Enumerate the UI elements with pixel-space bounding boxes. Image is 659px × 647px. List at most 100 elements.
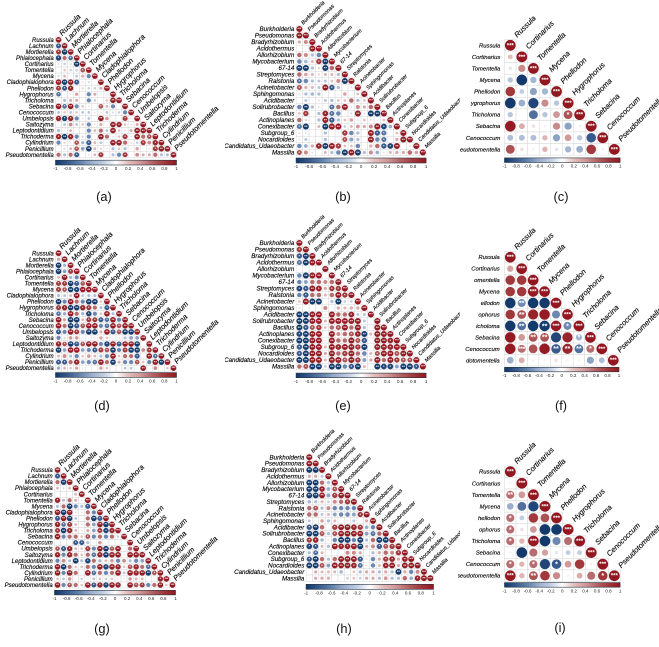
svg-text:***: *** xyxy=(117,98,121,102)
svg-text:***: *** xyxy=(397,544,402,548)
svg-text:0: 0 xyxy=(115,379,118,384)
svg-text:***: *** xyxy=(98,510,102,514)
svg-text:Saitozyma: Saitozyma xyxy=(26,123,55,129)
svg-text:*: * xyxy=(305,364,307,369)
svg-text:**: ** xyxy=(87,330,90,334)
svg-text:**: ** xyxy=(343,325,347,330)
svg-text:*: * xyxy=(94,318,96,322)
svg-text:***: *** xyxy=(365,513,370,517)
svg-text:**: ** xyxy=(314,556,318,561)
svg-text:**: ** xyxy=(324,59,328,64)
svg-text:Tomentella: Tomentella xyxy=(25,68,55,74)
svg-text:**: ** xyxy=(298,357,302,362)
svg-text:-0.4: -0.4 xyxy=(87,596,95,601)
svg-text:***: *** xyxy=(63,257,67,261)
svg-text:*: * xyxy=(76,324,78,328)
svg-text:*: * xyxy=(94,348,96,352)
svg-text:**: ** xyxy=(304,331,308,336)
svg-text:**: ** xyxy=(337,124,341,129)
svg-text:**: ** xyxy=(340,537,344,542)
svg-text:*: * xyxy=(155,141,157,145)
svg-text:Tricholoma: Tricholoma xyxy=(23,529,53,535)
svg-text:**: ** xyxy=(160,360,163,364)
svg-text:***: *** xyxy=(599,562,607,568)
svg-text:**: ** xyxy=(111,583,114,587)
svg-text:**: ** xyxy=(391,563,395,568)
svg-text:**: ** xyxy=(75,62,78,66)
svg-text:Cenococcum: Cenococcum xyxy=(466,562,500,568)
svg-text:*: * xyxy=(124,348,126,352)
svg-text:*: * xyxy=(118,324,120,328)
svg-text:***: *** xyxy=(369,313,374,317)
svg-text:*: * xyxy=(58,288,60,292)
svg-text:**: ** xyxy=(69,105,72,109)
svg-text:Actinoplanes: Actinoplanes xyxy=(268,543,304,550)
svg-text:Cortinarius: Cortinarius xyxy=(471,267,500,273)
svg-text:*: * xyxy=(589,345,592,353)
svg-text:*: * xyxy=(58,56,60,60)
svg-text:*: * xyxy=(58,44,60,48)
svg-text:seudotomentella: seudotomentella xyxy=(457,574,501,580)
svg-text:0.8: 0.8 xyxy=(160,596,167,601)
svg-text:**: ** xyxy=(304,351,308,356)
svg-text:0.4: 0.4 xyxy=(137,166,144,171)
svg-text:0.2: 0.2 xyxy=(124,596,131,601)
svg-text:*: * xyxy=(299,85,301,90)
svg-text:*: * xyxy=(93,583,95,587)
svg-text:Cortinarius: Cortinarius xyxy=(472,481,501,487)
svg-text:**: ** xyxy=(346,525,350,530)
svg-text:*: * xyxy=(76,342,78,346)
svg-text:*: * xyxy=(390,344,392,349)
svg-text:**: ** xyxy=(304,357,308,362)
svg-text:*: * xyxy=(70,56,72,60)
svg-text:Russula: Russula xyxy=(479,43,501,49)
svg-text:Bradyrhizobium: Bradyrhizobium xyxy=(251,39,294,46)
svg-text:**: ** xyxy=(117,571,120,575)
svg-text:**: ** xyxy=(356,150,360,155)
svg-text:***: *** xyxy=(69,263,73,267)
svg-text:***: *** xyxy=(129,324,133,328)
svg-text:**: ** xyxy=(343,150,347,155)
svg-text:Mycobacterium: Mycobacterium xyxy=(252,273,294,280)
svg-text:**: ** xyxy=(62,517,65,521)
svg-text:**: ** xyxy=(57,105,60,109)
svg-text:**: ** xyxy=(382,344,386,349)
svg-text:Hygrophorus: Hygrophorus xyxy=(18,523,52,529)
svg-text:Acinetobacter: Acinetobacter xyxy=(255,85,295,92)
svg-text:***: *** xyxy=(166,147,170,151)
svg-text:**: ** xyxy=(340,493,344,498)
svg-text:**: ** xyxy=(68,571,71,575)
svg-text:Russula: Russula xyxy=(32,38,54,44)
svg-text:**: ** xyxy=(75,318,78,322)
svg-text:omentella: omentella xyxy=(474,278,500,284)
svg-text:Mortierella: Mortierella xyxy=(26,50,55,56)
svg-text:Leptodontidium: Leptodontidium xyxy=(13,129,54,135)
svg-text:**: ** xyxy=(308,480,312,485)
svg-text:*: * xyxy=(299,286,301,291)
svg-text:*: * xyxy=(112,330,114,334)
svg-text:***: *** xyxy=(541,504,549,510)
svg-text:**: ** xyxy=(330,364,334,369)
svg-text:-0.6: -0.6 xyxy=(318,164,326,169)
svg-text:***: *** xyxy=(160,141,164,145)
svg-text:Subgroup_6: Subgroup_6 xyxy=(261,130,295,137)
svg-text:**: ** xyxy=(369,137,373,142)
svg-text:*: * xyxy=(111,547,113,551)
svg-text:**: ** xyxy=(530,334,536,342)
svg-text:***: *** xyxy=(153,135,157,139)
svg-text:Phellodon: Phellodon xyxy=(27,300,54,306)
svg-text:***: *** xyxy=(395,339,400,343)
svg-text:Cladophialophora: Cladophialophora xyxy=(7,80,55,86)
svg-text:**: ** xyxy=(111,553,114,557)
svg-text:***: *** xyxy=(346,494,351,498)
svg-text:Acidothermus: Acidothermus xyxy=(255,46,294,53)
svg-text:**: ** xyxy=(86,571,89,575)
svg-text:*: * xyxy=(383,364,385,369)
svg-text:1: 1 xyxy=(175,379,178,384)
svg-text:*: * xyxy=(99,583,101,587)
svg-text:-1: -1 xyxy=(304,591,308,596)
svg-text:*: * xyxy=(340,544,342,549)
svg-text:(e): (e) xyxy=(335,398,351,413)
svg-text:Mortierella: Mortierella xyxy=(25,480,54,486)
svg-text:Solirubrobacter: Solirubrobacter xyxy=(262,531,305,538)
